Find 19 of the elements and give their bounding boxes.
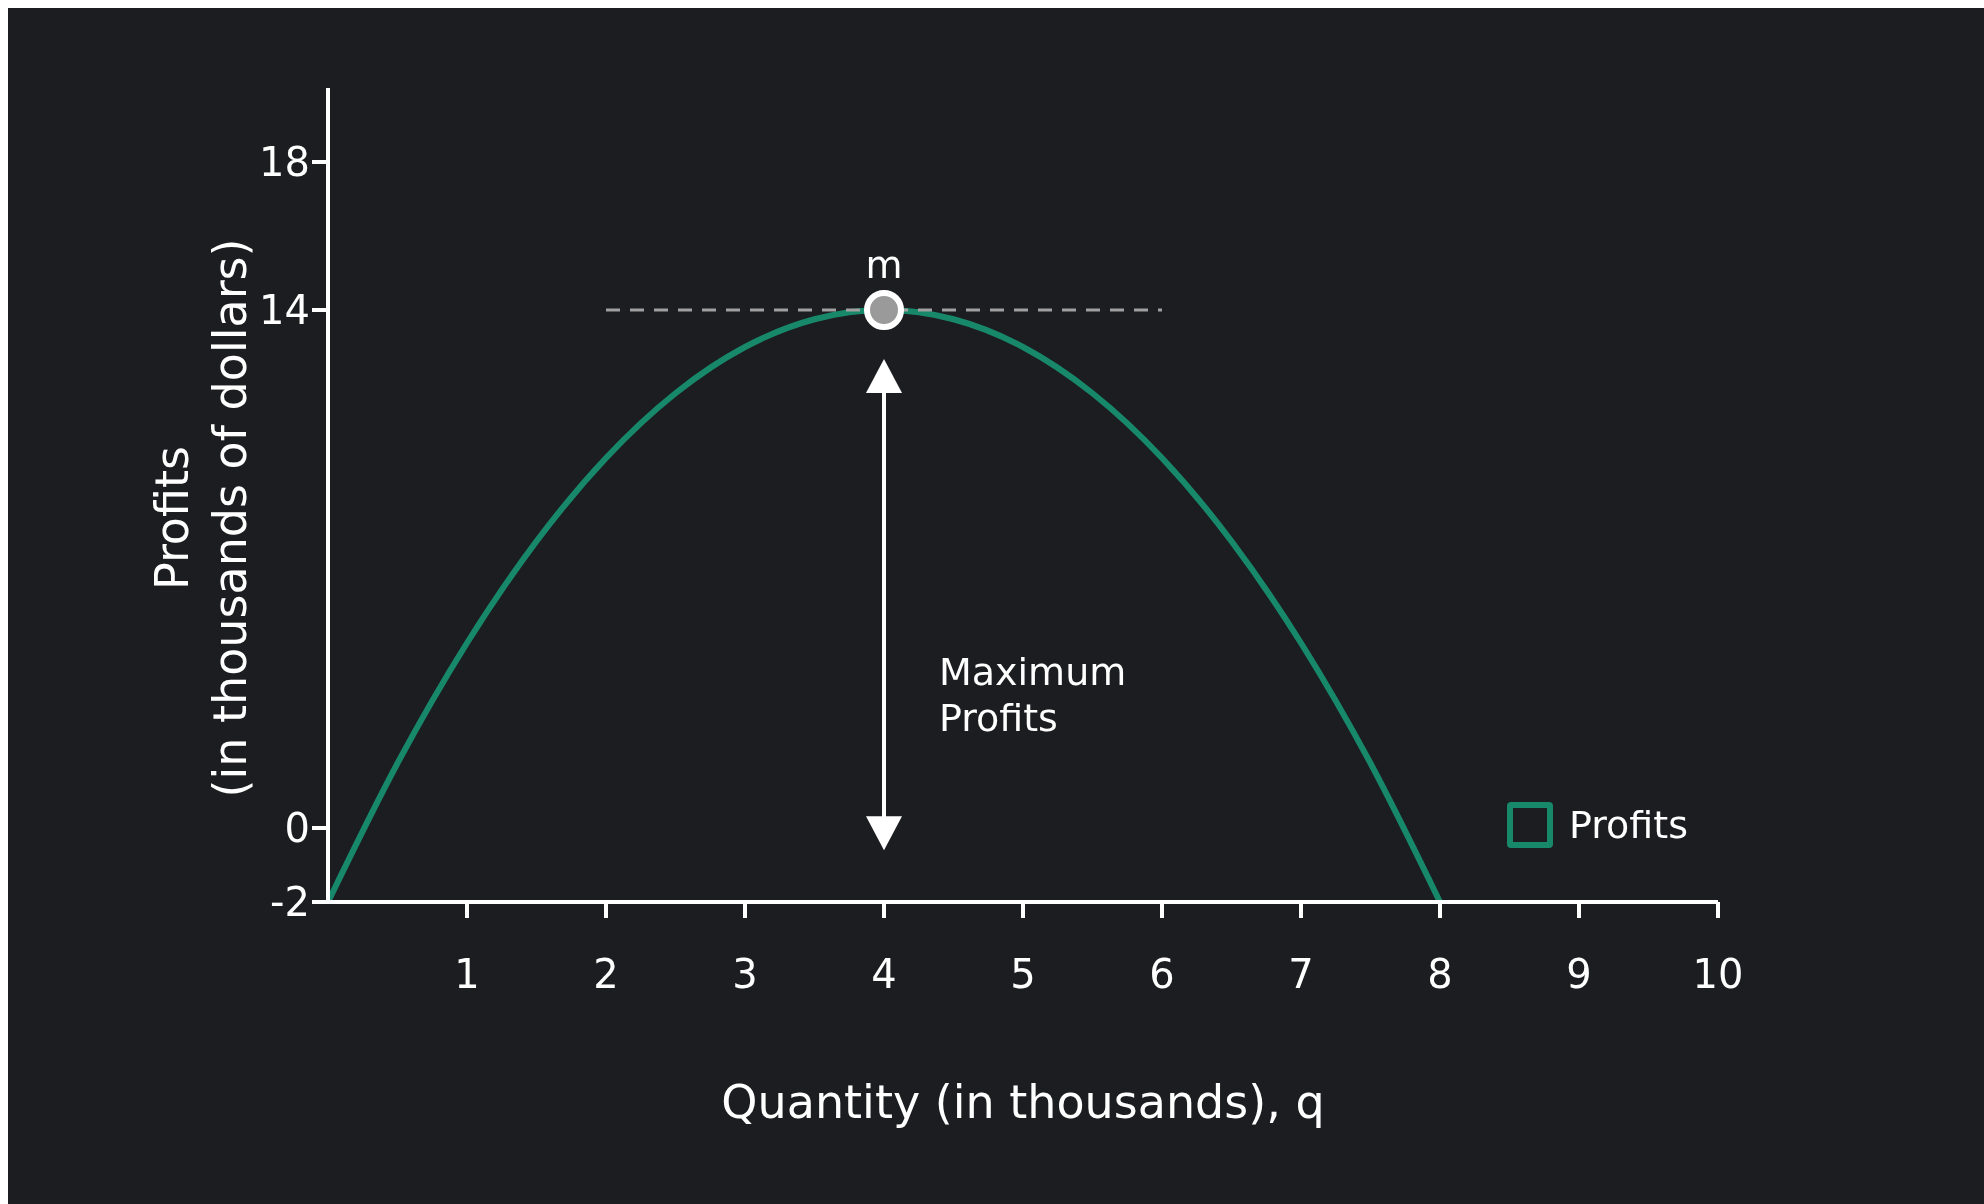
x-tick-label: 8 <box>1427 951 1453 998</box>
x-tick-label: 5 <box>1010 951 1036 998</box>
annotation: Maximum Profits <box>939 650 1127 742</box>
x-tick-label: 6 <box>1149 951 1175 998</box>
legend-label: Profits <box>1569 803 1688 847</box>
y-axis-title: Profits (in thousands of dollars) <box>145 238 257 798</box>
x-tick-label: 3 <box>732 951 758 998</box>
y-tick-label: 18 <box>259 139 310 186</box>
y-tick-label: 0 <box>284 805 310 852</box>
x-tick-label: 4 <box>871 951 897 998</box>
x-axis-title: Quantity (in thousands), q <box>721 1075 1325 1129</box>
x-tick-label: 10 <box>1692 951 1744 998</box>
y-tick-label: 14 <box>259 287 310 334</box>
x-tick-label: 7 <box>1288 951 1314 998</box>
x-tick-label: 1 <box>454 951 480 998</box>
x-tick-label: 2 <box>593 951 619 998</box>
annotation: m <box>864 242 904 289</box>
y-tick-label: -2 <box>270 879 310 926</box>
x-tick-label: 9 <box>1566 951 1592 998</box>
